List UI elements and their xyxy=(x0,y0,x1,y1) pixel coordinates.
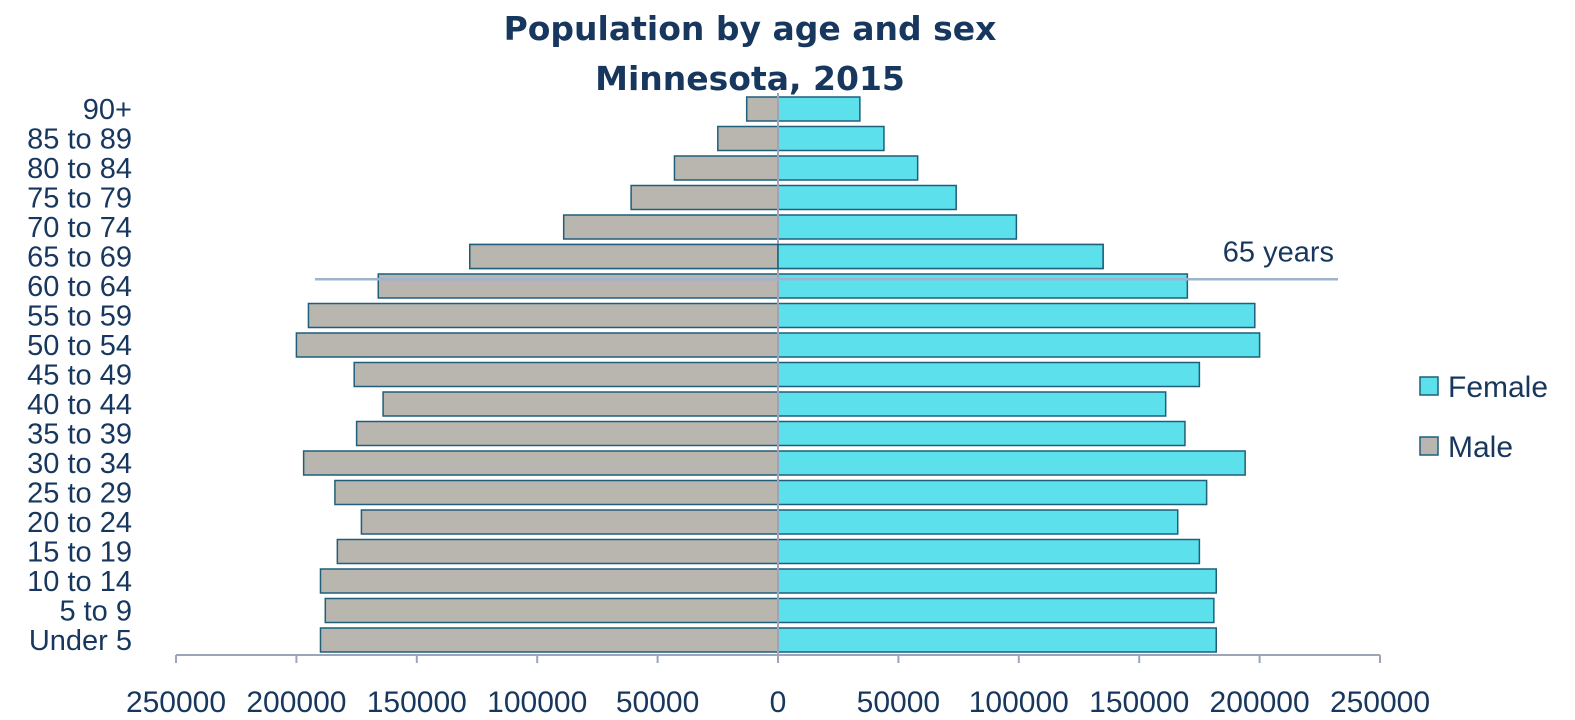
category-label: 65 to 69 xyxy=(27,242,132,274)
legend-swatch-male xyxy=(1419,436,1439,456)
bar-male-15 xyxy=(630,184,779,211)
category-label: 30 to 34 xyxy=(27,448,132,480)
bar-male-3 xyxy=(336,538,779,565)
bar-female-2 xyxy=(777,568,1218,594)
legend: Female Male xyxy=(1419,371,1548,464)
bar-female-5 xyxy=(777,479,1208,506)
bar-male-overlay xyxy=(469,243,779,270)
bar-male-12 xyxy=(377,273,779,299)
bar-female-9 xyxy=(777,361,1201,388)
bar-female-6 xyxy=(777,450,1246,476)
reference-line-group: 65 years xyxy=(315,236,1338,281)
chart-subtitle: Minnesota, 2015 xyxy=(595,59,905,98)
category-label: 15 to 19 xyxy=(27,537,132,569)
bar-female-11 xyxy=(777,302,1256,329)
bar-female-16 xyxy=(777,155,919,181)
bar-female-1 xyxy=(777,597,1215,624)
x-tick-label: 0 xyxy=(770,686,787,719)
category-label: 85 to 89 xyxy=(27,124,132,156)
x-axis: 250000 200000 150000 100000 50000 0 50000 10000… xyxy=(126,654,1430,719)
category-label: Under 5 xyxy=(29,625,132,657)
bar-female-overlay xyxy=(777,243,1104,270)
bars-group xyxy=(295,93,1261,655)
category-label: 40 to 44 xyxy=(27,389,132,421)
x-tick-label: 50000 xyxy=(857,686,940,719)
bar-male-18 xyxy=(745,96,779,122)
legend-label-male: Male xyxy=(1448,431,1513,464)
category-label: 5 to 9 xyxy=(59,596,132,628)
bar-male-11 xyxy=(307,302,779,329)
category-label: 45 to 49 xyxy=(27,360,132,392)
category-label: 10 to 14 xyxy=(27,566,132,598)
bar-female-14 xyxy=(777,214,1018,240)
category-label: 55 to 59 xyxy=(27,301,132,333)
bar-female-10 xyxy=(777,332,1261,358)
bar-female-8 xyxy=(777,391,1167,417)
x-tick-label: 200000 xyxy=(1210,686,1310,719)
category-label: 25 to 29 xyxy=(27,478,132,510)
x-tick-label: 150000 xyxy=(367,686,467,719)
chart-title: Population by age and sex xyxy=(504,9,997,48)
bar-male-9 xyxy=(353,361,779,388)
bar-male-16 xyxy=(673,155,779,181)
bar-male-2 xyxy=(319,568,779,594)
x-tick-label: 100000 xyxy=(487,686,587,719)
category-label: 75 to 79 xyxy=(27,183,132,215)
bar-female-3 xyxy=(777,538,1201,565)
category-label: 35 to 39 xyxy=(27,419,132,451)
x-tick-label: 50000 xyxy=(616,686,699,719)
bar-male-0 xyxy=(319,627,779,653)
x-tick-label: 200000 xyxy=(246,686,346,719)
bar-female-4 xyxy=(777,509,1179,535)
category-label: 60 to 64 xyxy=(27,271,132,303)
category-label: 50 to 54 xyxy=(27,330,132,362)
bar-female-7 xyxy=(777,420,1186,447)
x-tick-label: 250000 xyxy=(1330,686,1430,719)
bar-male-17 xyxy=(717,125,779,152)
bar-female-18 xyxy=(777,96,861,122)
bar-male-7 xyxy=(355,420,779,447)
x-tick-label: 150000 xyxy=(1089,686,1189,719)
bar-female-15 xyxy=(777,184,957,211)
bar-male-5 xyxy=(334,479,779,506)
bar-female-17 xyxy=(777,125,885,152)
category-label: 20 to 24 xyxy=(27,507,132,539)
bar-female-12 xyxy=(777,273,1189,299)
category-label: 90+ xyxy=(83,94,132,126)
legend-swatch-female xyxy=(1419,376,1439,396)
bar-male-10 xyxy=(295,332,779,358)
bar-male-4 xyxy=(360,509,779,535)
bar-male-6 xyxy=(302,450,779,476)
x-tick-label: 100000 xyxy=(969,686,1069,719)
category-label: 70 to 74 xyxy=(27,212,132,244)
reference-line-label: 65 years xyxy=(1223,236,1334,268)
bar-female-0 xyxy=(777,627,1218,653)
bar-male-1 xyxy=(324,597,779,624)
x-tick-label: 250000 xyxy=(126,686,226,719)
category-label: 80 to 84 xyxy=(27,153,132,185)
bar-male-8 xyxy=(382,391,779,417)
bar-male-14 xyxy=(562,214,779,240)
legend-label-female: Female xyxy=(1448,371,1548,404)
